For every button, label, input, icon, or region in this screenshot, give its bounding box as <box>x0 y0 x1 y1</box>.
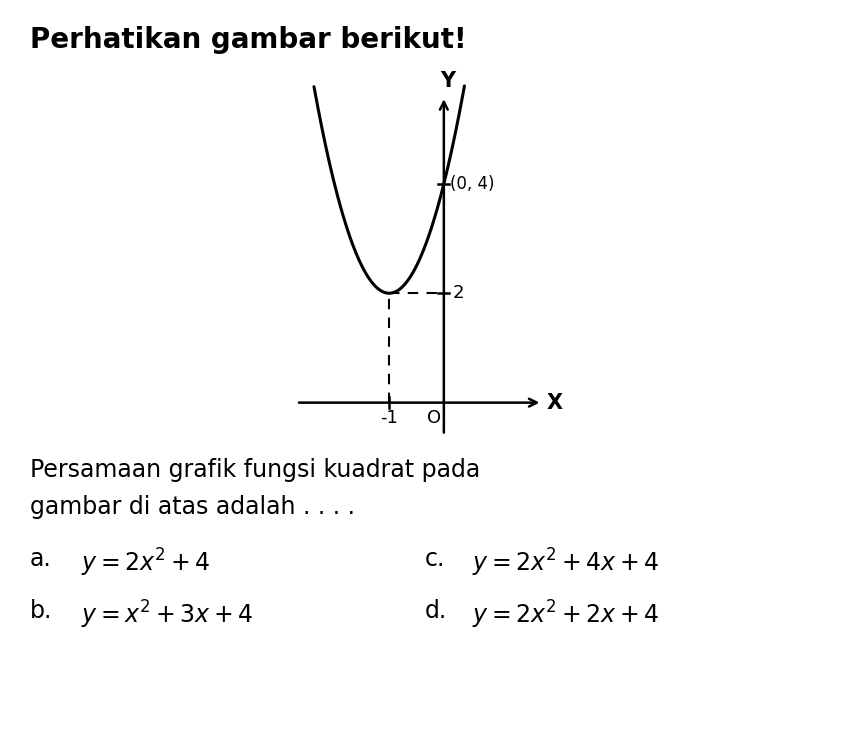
Text: d.: d. <box>425 599 447 623</box>
Text: O: O <box>427 409 441 427</box>
Text: $y = x^2 + 3x + 4$: $y = x^2 + 3x + 4$ <box>81 599 253 631</box>
Text: $y = 2x^2 + 4$: $y = 2x^2 + 4$ <box>81 547 210 579</box>
Text: $y = 2x^2 + 2x + 4$: $y = 2x^2 + 2x + 4$ <box>472 599 660 631</box>
Text: a.: a. <box>30 547 52 571</box>
Text: 2: 2 <box>452 284 464 302</box>
Text: $y = 2x^2 + 4x + 4$: $y = 2x^2 + 4x + 4$ <box>472 547 660 579</box>
Text: (0, 4): (0, 4) <box>450 175 495 193</box>
Text: Persamaan grafik fungsi kuadrat pada: Persamaan grafik fungsi kuadrat pada <box>30 458 480 481</box>
Text: b.: b. <box>30 599 52 623</box>
Text: c.: c. <box>425 547 445 571</box>
Text: -1: -1 <box>380 409 398 427</box>
Text: Y: Y <box>440 71 456 91</box>
Text: gambar di atas adalah . . . .: gambar di atas adalah . . . . <box>30 495 354 519</box>
Text: X: X <box>547 393 563 413</box>
Text: Perhatikan gambar berikut!: Perhatikan gambar berikut! <box>30 26 467 54</box>
